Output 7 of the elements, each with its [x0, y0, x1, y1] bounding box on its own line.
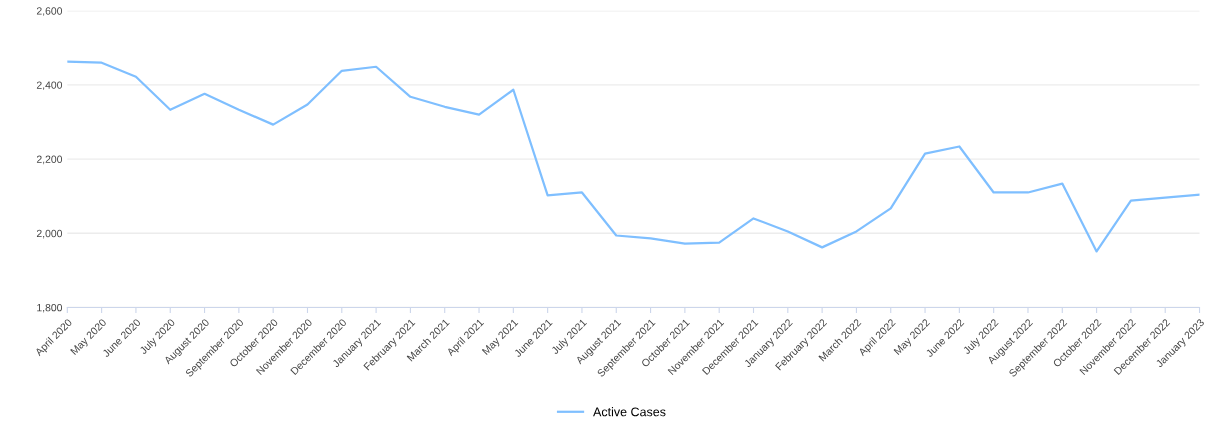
y-tick-label: 2,200 — [36, 155, 63, 165]
legend-label: Active Cases — [593, 407, 666, 417]
y-tick-label: 2,400 — [36, 81, 63, 91]
y-tick-label: 2,000 — [36, 229, 63, 239]
y-tick-label: 1,800 — [37, 303, 63, 313]
line-series — [67, 60, 1200, 253]
y-tick-label: 2,600 — [36, 7, 63, 16]
